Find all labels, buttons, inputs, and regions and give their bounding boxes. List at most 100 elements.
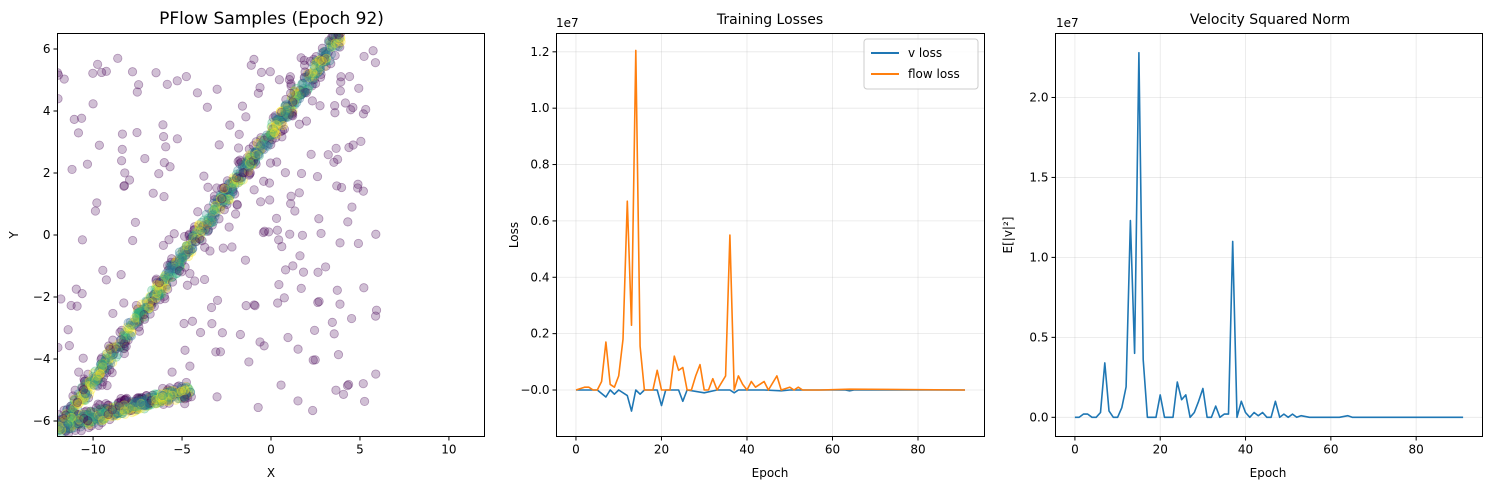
scatter-point xyxy=(279,110,289,120)
scatter-point xyxy=(187,231,197,241)
scatter-point xyxy=(296,53,306,63)
scatter-point xyxy=(240,162,250,172)
scatter-point xyxy=(289,96,299,106)
scatter-point xyxy=(180,388,191,398)
scatter-point xyxy=(325,39,336,49)
scatter-point xyxy=(94,366,104,377)
scatter-point xyxy=(191,234,201,244)
scatter-point xyxy=(109,346,120,356)
scatter-point xyxy=(227,183,237,193)
scatter-point xyxy=(84,376,95,386)
scatter-point xyxy=(57,423,68,433)
scatter-point xyxy=(288,95,298,105)
scatter-point xyxy=(156,288,166,298)
scatter-point xyxy=(158,276,168,286)
scatter-point xyxy=(194,234,205,244)
scatter-point xyxy=(310,78,321,89)
scatter-point xyxy=(319,62,329,72)
scatter-point xyxy=(142,303,152,313)
scatter-point xyxy=(183,251,194,262)
scatter-point xyxy=(232,199,242,209)
scatter-point xyxy=(256,135,266,145)
samples-xlabel: X xyxy=(267,466,275,480)
scatter-point xyxy=(127,398,137,408)
scatter-point xyxy=(332,154,343,164)
scatter-point xyxy=(207,319,217,329)
scatter-point xyxy=(304,73,315,83)
scatter-point xyxy=(278,121,288,131)
scatter-point xyxy=(66,409,76,419)
scatter-point xyxy=(139,393,149,404)
scatter-point xyxy=(69,114,79,124)
scatter-point xyxy=(267,122,277,133)
scatter-point xyxy=(212,194,223,205)
scatter-point xyxy=(308,68,318,78)
scatter-point xyxy=(106,407,116,418)
scatter-point xyxy=(130,217,141,227)
scatter-point xyxy=(335,42,345,52)
scatter-point xyxy=(132,313,142,323)
scatter-point xyxy=(154,285,164,295)
scatter-point xyxy=(164,235,174,245)
scatter-point xyxy=(148,188,158,198)
scatter-point xyxy=(104,355,114,365)
scatter-point xyxy=(151,293,161,303)
scatter-point xyxy=(371,305,382,315)
scatter-point xyxy=(108,342,118,352)
scatter-point xyxy=(235,168,245,178)
scatter-point xyxy=(58,411,68,421)
scatter-point xyxy=(125,320,136,330)
scatter-point xyxy=(76,394,86,404)
scatter-point xyxy=(185,245,196,256)
scatter-point xyxy=(201,217,211,227)
scatter-point xyxy=(154,290,164,300)
y-tick-label: 1.2 xyxy=(530,45,549,59)
scatter-point xyxy=(173,387,184,397)
scatter-point xyxy=(139,306,149,316)
scatter-point xyxy=(175,255,185,265)
scatter-point xyxy=(116,341,126,351)
scatter-point xyxy=(158,399,169,410)
scatter-point xyxy=(137,307,148,317)
scatter-point xyxy=(267,118,277,128)
scatter-point xyxy=(109,409,119,419)
scatter-point xyxy=(195,225,206,235)
scatter-point xyxy=(244,144,254,154)
scatter-point xyxy=(146,300,157,310)
scatter-point xyxy=(154,291,164,301)
scatter-point xyxy=(85,407,96,417)
scatter-point xyxy=(152,282,162,292)
scatter-point xyxy=(280,265,291,275)
scatter-point xyxy=(314,296,324,307)
scatter-point xyxy=(336,37,346,47)
scatter-point xyxy=(60,416,70,426)
scatter-point xyxy=(121,330,131,341)
y-tick-label: −4 xyxy=(33,352,51,366)
scatter-point xyxy=(148,298,158,308)
scatter-point xyxy=(175,261,185,271)
samples-title: PFlow Samples (Epoch 92) xyxy=(159,9,384,29)
scatter-point xyxy=(85,379,95,390)
scatter-point xyxy=(313,66,323,76)
scatter-point xyxy=(67,164,77,175)
scatter-point xyxy=(107,412,117,422)
scatter-point xyxy=(134,316,144,326)
scatter-point xyxy=(277,241,287,252)
scatter-point xyxy=(178,246,188,256)
y-tick-label: 2 xyxy=(43,166,51,180)
scatter-point xyxy=(282,105,292,115)
scatter-point xyxy=(171,388,181,398)
scatter-point xyxy=(148,390,159,400)
scatter-point xyxy=(246,161,257,171)
scatter-point xyxy=(247,155,257,166)
scatter-point xyxy=(116,402,126,412)
scatter-point xyxy=(189,225,199,235)
scatter-point xyxy=(68,406,78,417)
scatter-point xyxy=(57,422,64,432)
scatter-point xyxy=(286,79,296,89)
scatter-point xyxy=(185,248,195,258)
scatter-point xyxy=(308,79,318,89)
scatter-point xyxy=(186,239,196,249)
scatter-point xyxy=(311,57,321,67)
scatter-point xyxy=(315,60,326,70)
